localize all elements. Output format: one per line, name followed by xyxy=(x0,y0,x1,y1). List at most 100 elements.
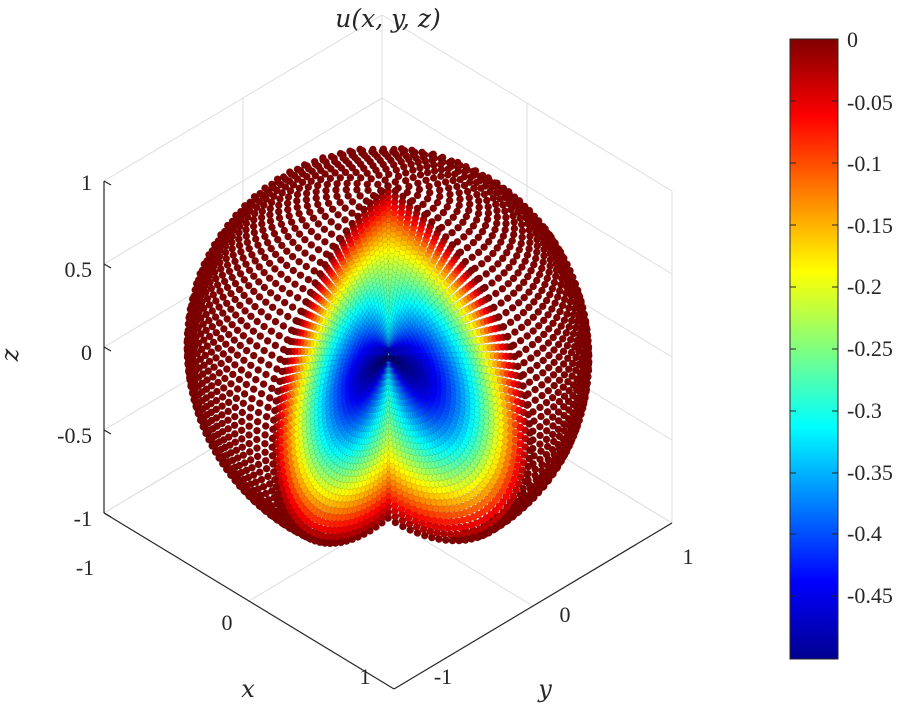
scatter-point xyxy=(241,307,249,315)
scatter-point xyxy=(219,350,228,358)
scatter-point xyxy=(271,265,279,273)
scatter-point xyxy=(544,386,553,395)
scatter-point xyxy=(228,320,236,329)
scatter-point xyxy=(239,399,248,408)
scatter-point xyxy=(250,209,259,218)
scatter-point xyxy=(409,173,418,182)
scatter-point xyxy=(328,205,337,213)
scatter-point xyxy=(266,288,275,297)
scatter-point xyxy=(257,475,266,484)
scatter-point xyxy=(212,328,221,337)
scatter-point xyxy=(270,475,279,484)
scatter-point xyxy=(539,258,548,266)
scatter-point xyxy=(216,334,225,343)
scatter-point xyxy=(249,216,258,224)
scatter-point xyxy=(555,432,564,441)
scatter-point xyxy=(378,187,386,195)
scatter-point xyxy=(321,212,330,221)
scatter-point xyxy=(231,295,239,304)
scatter-point xyxy=(261,456,270,465)
scatter-point xyxy=(542,398,551,407)
scatter-point xyxy=(537,447,545,456)
scatter-point xyxy=(284,193,293,201)
scatter-point xyxy=(549,437,558,446)
scatter-point xyxy=(334,222,343,231)
scatter-point xyxy=(259,201,268,209)
scatter-point xyxy=(313,233,322,241)
scatter-point xyxy=(544,363,553,372)
scatter-point xyxy=(309,214,318,222)
scatter-point xyxy=(231,403,240,412)
scatter-point xyxy=(277,270,285,279)
scatter-point xyxy=(536,422,544,431)
scatter-point xyxy=(221,248,230,257)
scatter-point xyxy=(465,200,474,208)
scatter-point xyxy=(554,388,563,397)
scatter-point xyxy=(493,206,501,215)
scatter-point xyxy=(529,313,538,322)
scatter-point xyxy=(251,257,259,265)
scatter-point xyxy=(307,241,316,249)
scatter-point xyxy=(444,170,452,179)
scatter-point xyxy=(521,477,530,486)
scatter-point xyxy=(218,402,226,410)
scatter-point xyxy=(413,204,422,213)
scatter-point xyxy=(320,225,329,234)
scatter-point xyxy=(207,348,216,356)
scatter-point xyxy=(546,262,554,270)
scatter-point xyxy=(437,165,446,174)
scatter-point xyxy=(235,375,244,384)
scatter-point xyxy=(536,440,544,448)
scatter-point xyxy=(515,284,523,292)
scatter-point xyxy=(233,351,242,359)
scatter-point xyxy=(302,221,311,230)
scatter-point xyxy=(233,326,242,335)
scatter-point xyxy=(302,195,311,204)
scatter-point xyxy=(245,448,254,456)
scatter-point xyxy=(501,207,509,215)
scatter-point xyxy=(314,220,323,228)
scatter-point xyxy=(230,421,239,430)
scatter-point xyxy=(277,241,286,250)
scatter-point xyxy=(291,224,299,233)
scatter-point xyxy=(333,179,341,188)
scatter-point xyxy=(212,354,220,362)
scatter-point xyxy=(245,431,253,439)
scatter-point xyxy=(271,250,280,259)
scatter-points xyxy=(183,144,593,548)
scatter-point xyxy=(526,238,534,247)
scatter-point xyxy=(224,416,232,425)
scatter-point xyxy=(252,435,261,444)
scatter-point xyxy=(425,182,433,191)
scatter-point xyxy=(251,302,259,311)
scatter-point xyxy=(243,238,252,247)
scatter-point xyxy=(516,491,525,500)
scatter-point xyxy=(557,280,565,289)
scatter-point xyxy=(327,230,336,238)
scatter-point xyxy=(240,291,248,300)
scatter-point xyxy=(539,316,548,325)
scatter-point xyxy=(222,254,230,263)
scatter-point xyxy=(218,411,226,419)
scatter-point xyxy=(455,188,464,197)
scatter-point xyxy=(255,468,264,477)
scatter-point xyxy=(366,199,374,207)
scatter-point xyxy=(236,341,245,350)
scatter-point xyxy=(230,412,239,421)
scatter-point xyxy=(289,266,298,275)
scatter-point xyxy=(534,308,543,316)
scatter-point xyxy=(327,218,336,226)
scatter-point xyxy=(549,422,557,430)
scatter-point xyxy=(248,463,256,472)
scatter-point xyxy=(520,293,529,302)
scatter-point xyxy=(239,331,248,340)
scatter-point xyxy=(391,187,400,195)
scatter-point xyxy=(222,365,231,373)
scatter-point xyxy=(255,263,264,271)
scatter-point xyxy=(289,238,297,247)
scatter-point xyxy=(534,321,543,330)
scatter-point xyxy=(493,213,502,221)
scatter-point xyxy=(228,370,237,379)
scatter-point xyxy=(245,297,253,305)
scatter-point xyxy=(266,210,274,219)
